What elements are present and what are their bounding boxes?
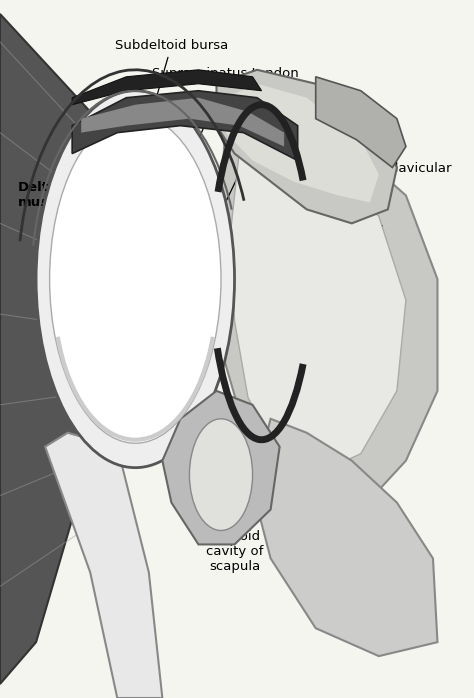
Polygon shape	[163, 391, 280, 544]
Polygon shape	[316, 77, 406, 168]
Text: Acromion: Acromion	[295, 133, 379, 197]
Polygon shape	[217, 105, 438, 510]
Polygon shape	[253, 419, 438, 656]
Polygon shape	[72, 91, 298, 161]
Polygon shape	[226, 84, 379, 202]
Polygon shape	[0, 14, 126, 684]
Polygon shape	[81, 98, 284, 147]
Ellipse shape	[36, 91, 235, 468]
Text: Glenoid
labrum: Glenoid labrum	[318, 225, 385, 265]
Text: Glenoid
cavity of
scapula: Glenoid cavity of scapula	[206, 484, 263, 573]
Text: Glenohumeral joint: Glenohumeral joint	[207, 102, 335, 200]
Text: Subdeltoid bursa: Subdeltoid bursa	[115, 39, 228, 168]
Polygon shape	[217, 70, 397, 223]
Ellipse shape	[50, 115, 221, 443]
Text: Acromioclavicular
joint: Acromioclavicular joint	[327, 162, 452, 215]
Polygon shape	[45, 433, 163, 698]
Ellipse shape	[190, 419, 253, 530]
Polygon shape	[230, 140, 406, 475]
Polygon shape	[72, 70, 262, 105]
Text: Deltoid
muscle: Deltoid muscle	[18, 181, 73, 262]
Text: Supraspinatus tendon: Supraspinatus tendon	[152, 67, 299, 182]
